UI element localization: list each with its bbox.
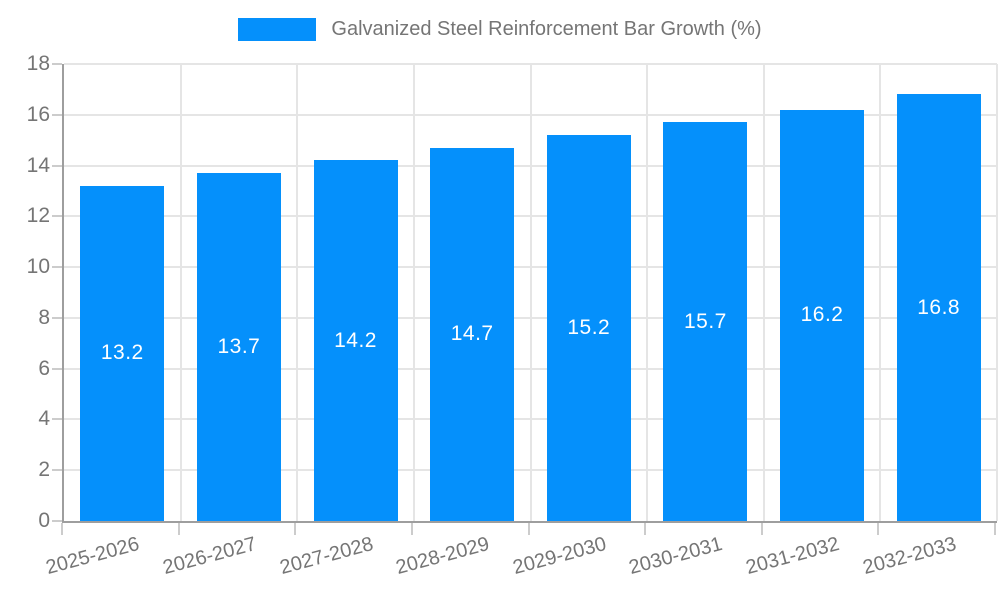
chart-legend: Galvanized Steel Reinforcement Bar Growt… bbox=[0, 18, 1000, 41]
y-axis-tick bbox=[52, 164, 62, 167]
bar: 14.7 bbox=[430, 147, 515, 521]
y-axis-tick-label: 18 bbox=[26, 52, 50, 75]
y-axis-tick-label: 8 bbox=[38, 305, 50, 329]
y-axis-tick-label: 2 bbox=[38, 458, 50, 482]
bar: 13.7 bbox=[196, 173, 281, 521]
x-axis-tick bbox=[527, 523, 530, 535]
y-axis-tick bbox=[52, 63, 62, 65]
v-gridline bbox=[996, 64, 998, 521]
bar-value-label: 15.7 bbox=[683, 309, 727, 333]
x-axis-tick bbox=[644, 523, 647, 535]
v-gridline bbox=[529, 64, 532, 521]
bar-value-label: 15.2 bbox=[567, 316, 611, 340]
bar: 13.2 bbox=[80, 185, 165, 521]
bar: 15.2 bbox=[546, 135, 631, 521]
bar-value-label: 14.2 bbox=[334, 328, 377, 352]
y-axis-tick bbox=[52, 469, 62, 472]
legend-label: Galvanized Steel Reinforcement Bar Growt… bbox=[331, 18, 762, 40]
y-axis-tick bbox=[52, 113, 62, 116]
x-axis-tick bbox=[994, 523, 996, 535]
y-axis-tick-label: 16 bbox=[26, 102, 50, 126]
y-axis-tick bbox=[52, 367, 62, 370]
bar-value-label: 16.8 bbox=[917, 295, 961, 319]
v-gridline bbox=[296, 64, 299, 521]
bar: 15.7 bbox=[663, 122, 748, 521]
v-gridline bbox=[412, 64, 415, 521]
y-axis-tick-label: 12 bbox=[26, 204, 50, 228]
y-axis-tick-label: 4 bbox=[38, 407, 50, 431]
y-axis-tick-label: 14 bbox=[26, 153, 50, 177]
bar-value-label: 14.7 bbox=[450, 322, 494, 346]
v-gridline bbox=[879, 64, 882, 521]
bar-value-label: 13.2 bbox=[100, 341, 144, 365]
v-gridline bbox=[646, 64, 649, 521]
y-axis-tick bbox=[52, 266, 62, 269]
x-axis-tick bbox=[410, 523, 413, 535]
x-axis-tick bbox=[877, 523, 880, 535]
x-axis-tick bbox=[61, 523, 63, 535]
bar: 16.8 bbox=[896, 94, 981, 521]
y-axis-tick bbox=[52, 418, 62, 421]
x-axis-tick bbox=[760, 523, 763, 535]
y-axis-tick-label: 0 bbox=[38, 509, 50, 532]
plot-area: 13.2 13.7 14.2 14.7 15.2 15.7 16.2 16.8 bbox=[62, 63, 998, 523]
v-gridline bbox=[179, 64, 182, 521]
x-axis-tick bbox=[177, 523, 180, 535]
y-axis-tick bbox=[52, 316, 62, 319]
legend-swatch-icon bbox=[238, 18, 317, 41]
y-axis-tick-label: 6 bbox=[38, 356, 50, 380]
bar-value-label: 16.2 bbox=[800, 303, 844, 327]
bar: 14.2 bbox=[313, 160, 398, 521]
y-axis-tick bbox=[52, 215, 62, 218]
x-axis-tick bbox=[294, 523, 297, 535]
v-gridline bbox=[762, 64, 765, 521]
bar-value-label: 13.7 bbox=[217, 335, 261, 359]
bar: 16.2 bbox=[780, 109, 865, 521]
y-axis-tick bbox=[52, 520, 62, 522]
y-axis-tick-label: 10 bbox=[26, 255, 50, 279]
